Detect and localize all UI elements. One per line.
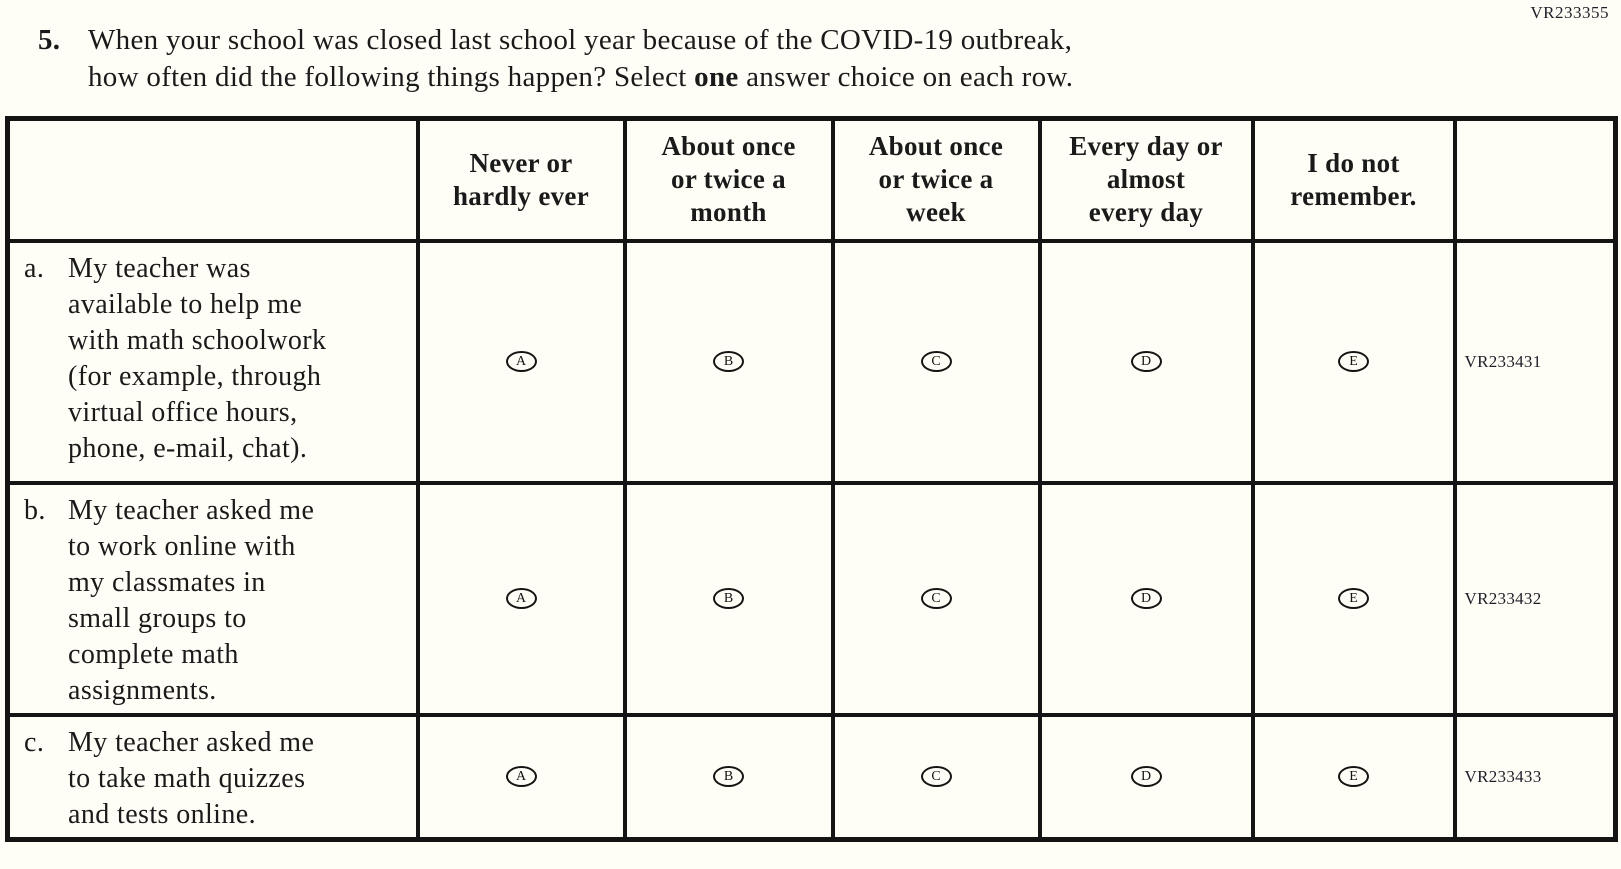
table-row-a: a. My teacher was available to help me w… [5,238,1618,485]
statement-text-c: My teacher asked me to take math quizzes… [68,726,315,830]
row-b-option-A-bubble[interactable]: A [505,588,537,609]
statement-text-a: My teacher was available to help me with… [68,252,327,464]
question-bold-word: one [694,61,739,93]
row-a-option-D-bubble[interactable]: D [1130,351,1162,372]
row-b-option-B-bubble[interactable]: B [713,588,744,609]
header-once-twice-week: About once or twice a week [830,116,1042,243]
row-letter-a: a. [24,252,45,284]
cell-c-B: B [622,712,835,841]
row-c-option-D-bubble[interactable]: D [1130,766,1162,787]
question-line1: When your school was closed last school … [88,24,1073,56]
survey-page: VR233355 5. When your school was closed … [0,0,1621,842]
question-text: When your school was closed last school … [88,22,1073,96]
cell-a-C: C [830,238,1042,485]
statement-c: c. My teacher asked me to take math quiz… [5,712,420,841]
question-line2-post: answer choice on each row. [738,61,1074,93]
row-b-option-C-bubble[interactable]: C [920,588,952,609]
header-row: Never or hardly ever About once or twice… [5,116,1618,243]
row-c-option-E-bubble[interactable]: E [1338,766,1369,787]
cell-b-A: A [415,480,627,717]
header-code-column [1452,116,1618,243]
form-code: VR233355 [1530,3,1609,22]
row-letter-b: b. [24,494,46,526]
row-a-option-B-bubble[interactable]: B [713,351,744,372]
header-never: Never or hardly ever [415,116,627,243]
row-c-option-B-bubble[interactable]: B [713,766,744,787]
header-once-twice-month: About once or twice a month [622,116,835,243]
cell-c-D: D [1037,712,1255,841]
cell-c-E: E [1250,712,1457,841]
cell-b-C: C [830,480,1042,717]
statement-b: b. My teacher asked me to work online wi… [5,480,420,717]
cell-c-A: A [415,712,627,841]
cell-b-B: B [622,480,835,717]
row-a-option-C-bubble[interactable]: C [920,351,952,372]
row-c-option-C-bubble[interactable]: C [920,766,952,787]
question-line2-pre: how often did the following things happe… [88,61,695,93]
row-b-option-E-bubble[interactable]: E [1338,588,1369,609]
cell-a-E: E [1250,238,1457,485]
cell-a-D: D [1037,238,1255,485]
table-row-c: c. My teacher asked me to take math quiz… [5,712,1618,841]
row-code-a: VR233431 [1452,238,1618,485]
row-code-c: VR233433 [1452,712,1618,841]
row-b-option-D-bubble[interactable]: D [1130,588,1162,609]
header-do-not-remember: I do not remember. [1250,116,1457,243]
header-every-day: Every day or almost every day [1037,116,1255,243]
row-letter-c: c. [24,726,45,758]
row-c-option-A-bubble[interactable]: A [505,766,537,787]
cell-b-E: E [1250,480,1457,717]
header-stub [5,116,420,243]
statement-text-b: My teacher asked me to work online with … [68,494,315,706]
row-code-b: VR233432 [1452,480,1618,717]
question-block: 5. When your school was closed last scho… [0,0,1621,96]
cell-a-A: A [415,238,627,485]
row-a-option-A-bubble[interactable]: A [505,351,537,372]
row-a-option-E-bubble[interactable]: E [1338,351,1369,372]
cell-a-B: B [622,238,835,485]
response-grid: Never or hardly ever About once or twice… [5,116,1618,842]
cell-b-D: D [1037,480,1255,717]
cell-c-C: C [830,712,1042,841]
table-row-b: b. My teacher asked me to work online wi… [5,480,1618,717]
question-number: 5. [38,24,61,56]
statement-a: a. My teacher was available to help me w… [5,238,420,485]
